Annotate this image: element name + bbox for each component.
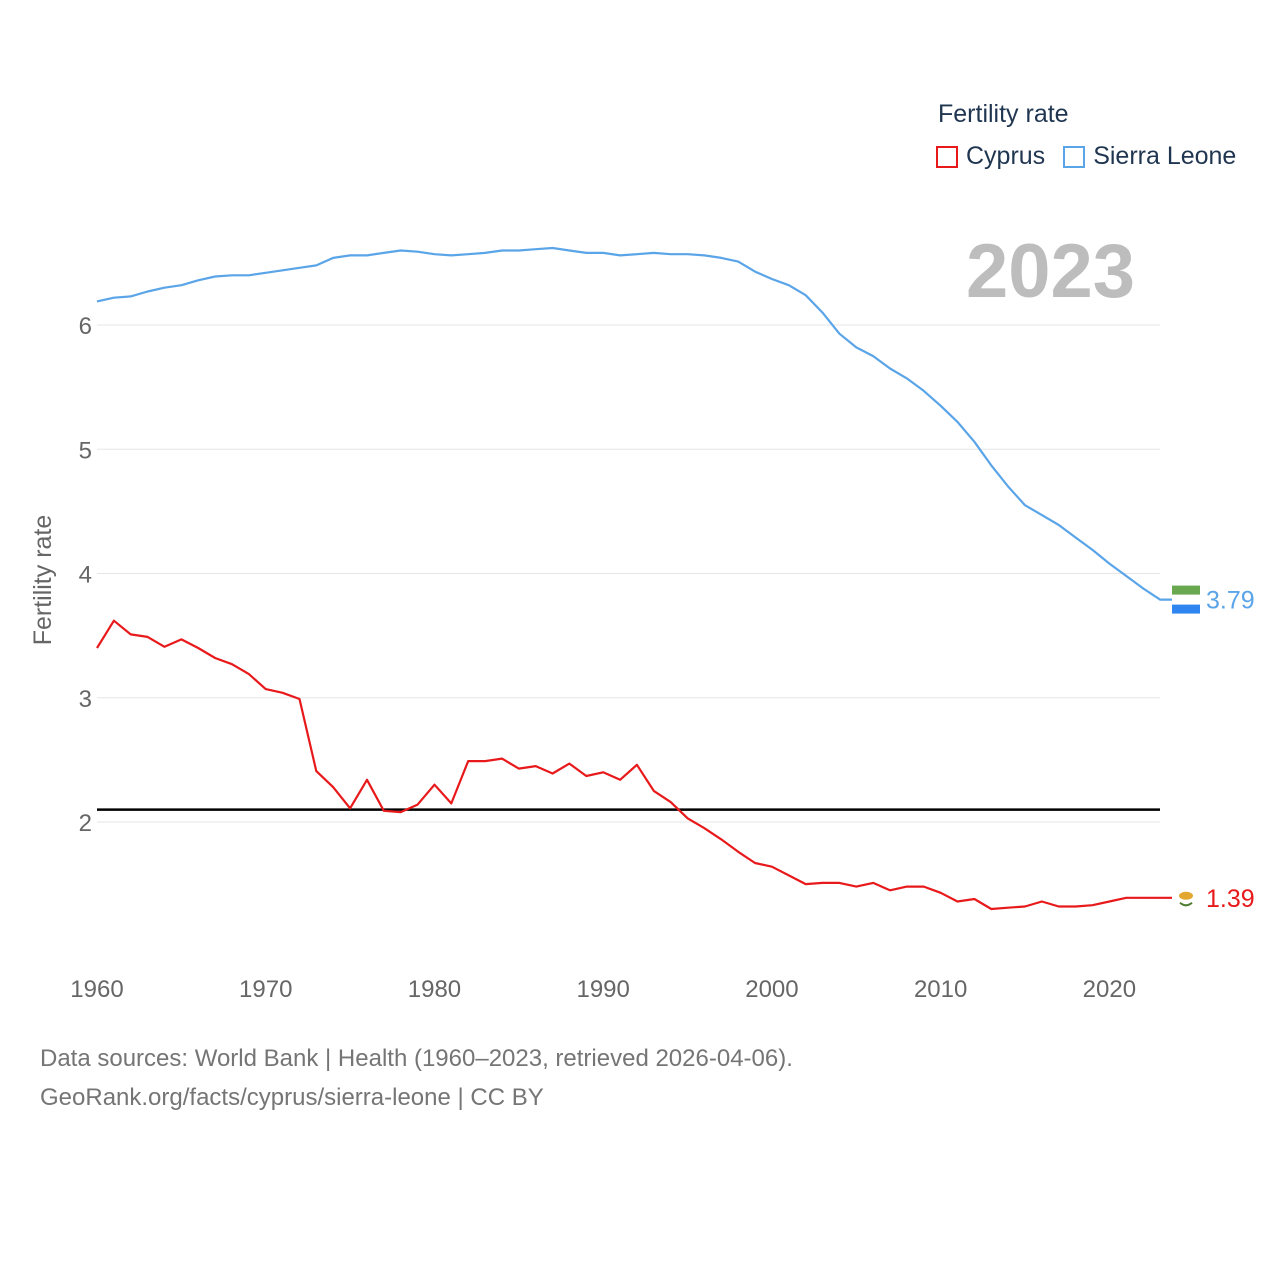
y-axis-label: Fertility rate — [29, 515, 57, 646]
legend-title: Fertility rate — [938, 100, 1069, 128]
x-tick-label-1960: 1960 — [70, 976, 123, 1003]
series-line-cyprus — [96, 619, 1172, 911]
grid-lines — [97, 324, 1160, 823]
flag-olive-branches — [1179, 901, 1193, 907]
legend-label-cyprus: Cyprus — [966, 142, 1046, 170]
source-line-2[interactable]: GeoRank.org/facts/cyprus/sierra-leone | … — [40, 1084, 544, 1111]
legend-item-sierra-leone[interactable]: Sierra Leone — [1063, 142, 1236, 171]
end-markers: 1.39 3.79 — [1172, 585, 1255, 913]
current-year-label: 2023 — [966, 229, 1136, 314]
flag-island-shape — [1179, 891, 1193, 900]
x-tick-label-1990: 1990 — [576, 976, 629, 1003]
source-line-1: Data sources: World Bank | Health (1960–… — [40, 1045, 793, 1072]
y-tick-label-5: 5 — [79, 437, 92, 464]
y-tick-label-6: 6 — [79, 313, 92, 340]
x-tick-label-1970: 1970 — [239, 976, 292, 1003]
series-line-sierra-leone — [96, 246, 1172, 601]
x-tick-label-2020: 2020 — [1083, 976, 1136, 1003]
legend: Cyprus Sierra Leone — [936, 142, 1254, 171]
y-tick-label-3: 3 — [79, 686, 92, 713]
legend-swatch-sierra-leone — [1063, 145, 1086, 168]
legend-label-sierra-leone: Sierra Leone — [1093, 142, 1237, 170]
y-axis-ticks: 2 3 4 5 6 — [79, 313, 92, 837]
flag-band-blue — [1172, 604, 1200, 614]
legend-item-cyprus[interactable]: Cyprus — [936, 142, 1045, 171]
end-label-cyprus: 1.39 — [1206, 885, 1255, 913]
x-tick-label-2000: 2000 — [745, 976, 798, 1003]
y-tick-label-2: 2 — [79, 810, 92, 837]
x-tick-label-2010: 2010 — [914, 976, 967, 1003]
x-axis-ticks: 1960 1970 1980 1990 2000 2010 2020 — [70, 976, 1136, 1003]
legend-swatch-cyprus — [936, 145, 958, 168]
end-label-sierra-leone: 3.79 — [1206, 587, 1255, 615]
x-tick-label-1980: 1980 — [408, 976, 461, 1003]
flag-band-green — [1172, 585, 1200, 595]
y-tick-label-4: 4 — [79, 562, 92, 589]
series-lines — [96, 246, 1172, 911]
